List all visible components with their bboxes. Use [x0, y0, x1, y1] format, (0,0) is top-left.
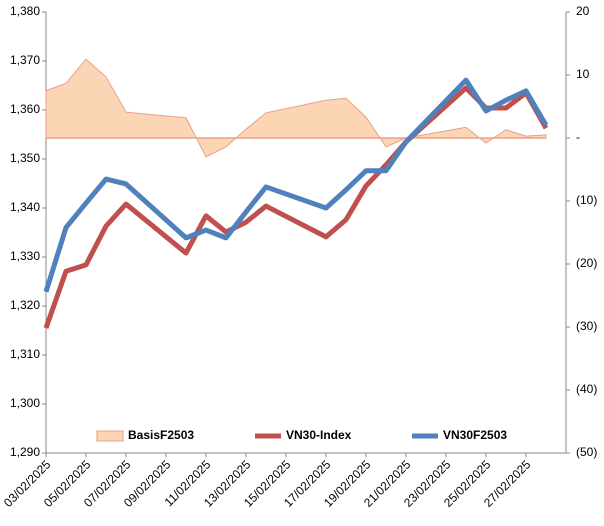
y2-tick-label: (50): [576, 445, 597, 459]
y-tick-label: 1,300: [10, 396, 40, 410]
legend-label: BasisF2503: [128, 428, 194, 442]
y2-tick-label: (40): [576, 382, 597, 396]
y-tick-label: 1,370: [10, 53, 40, 67]
y-tick-label: 1,330: [10, 249, 40, 263]
y2-tick-label: 10: [576, 67, 590, 81]
y2-tick-label: 20: [576, 4, 590, 18]
y-tick-label: 1,310: [10, 347, 40, 361]
legend-label: VN30F2503: [443, 428, 507, 442]
y2-tick-label: (30): [576, 319, 597, 333]
y2-tick-label: (10): [576, 193, 597, 207]
y2-tick-label: -: [576, 130, 580, 144]
y-tick-label: 1,290: [10, 445, 40, 459]
y-tick-label: 1,360: [10, 102, 40, 116]
legend-label: VN30-Index: [286, 428, 352, 442]
y-tick-label: 1,380: [10, 4, 40, 18]
y2-tick-label: (20): [576, 256, 597, 270]
legend-swatch: [96, 430, 124, 442]
y-tick-label: 1,320: [10, 298, 40, 312]
basis-area: [45, 58, 547, 158]
y-tick-label: 1,340: [10, 200, 40, 214]
y-tick-label: 1,350: [10, 151, 40, 165]
line-series: [43, 77, 549, 293]
